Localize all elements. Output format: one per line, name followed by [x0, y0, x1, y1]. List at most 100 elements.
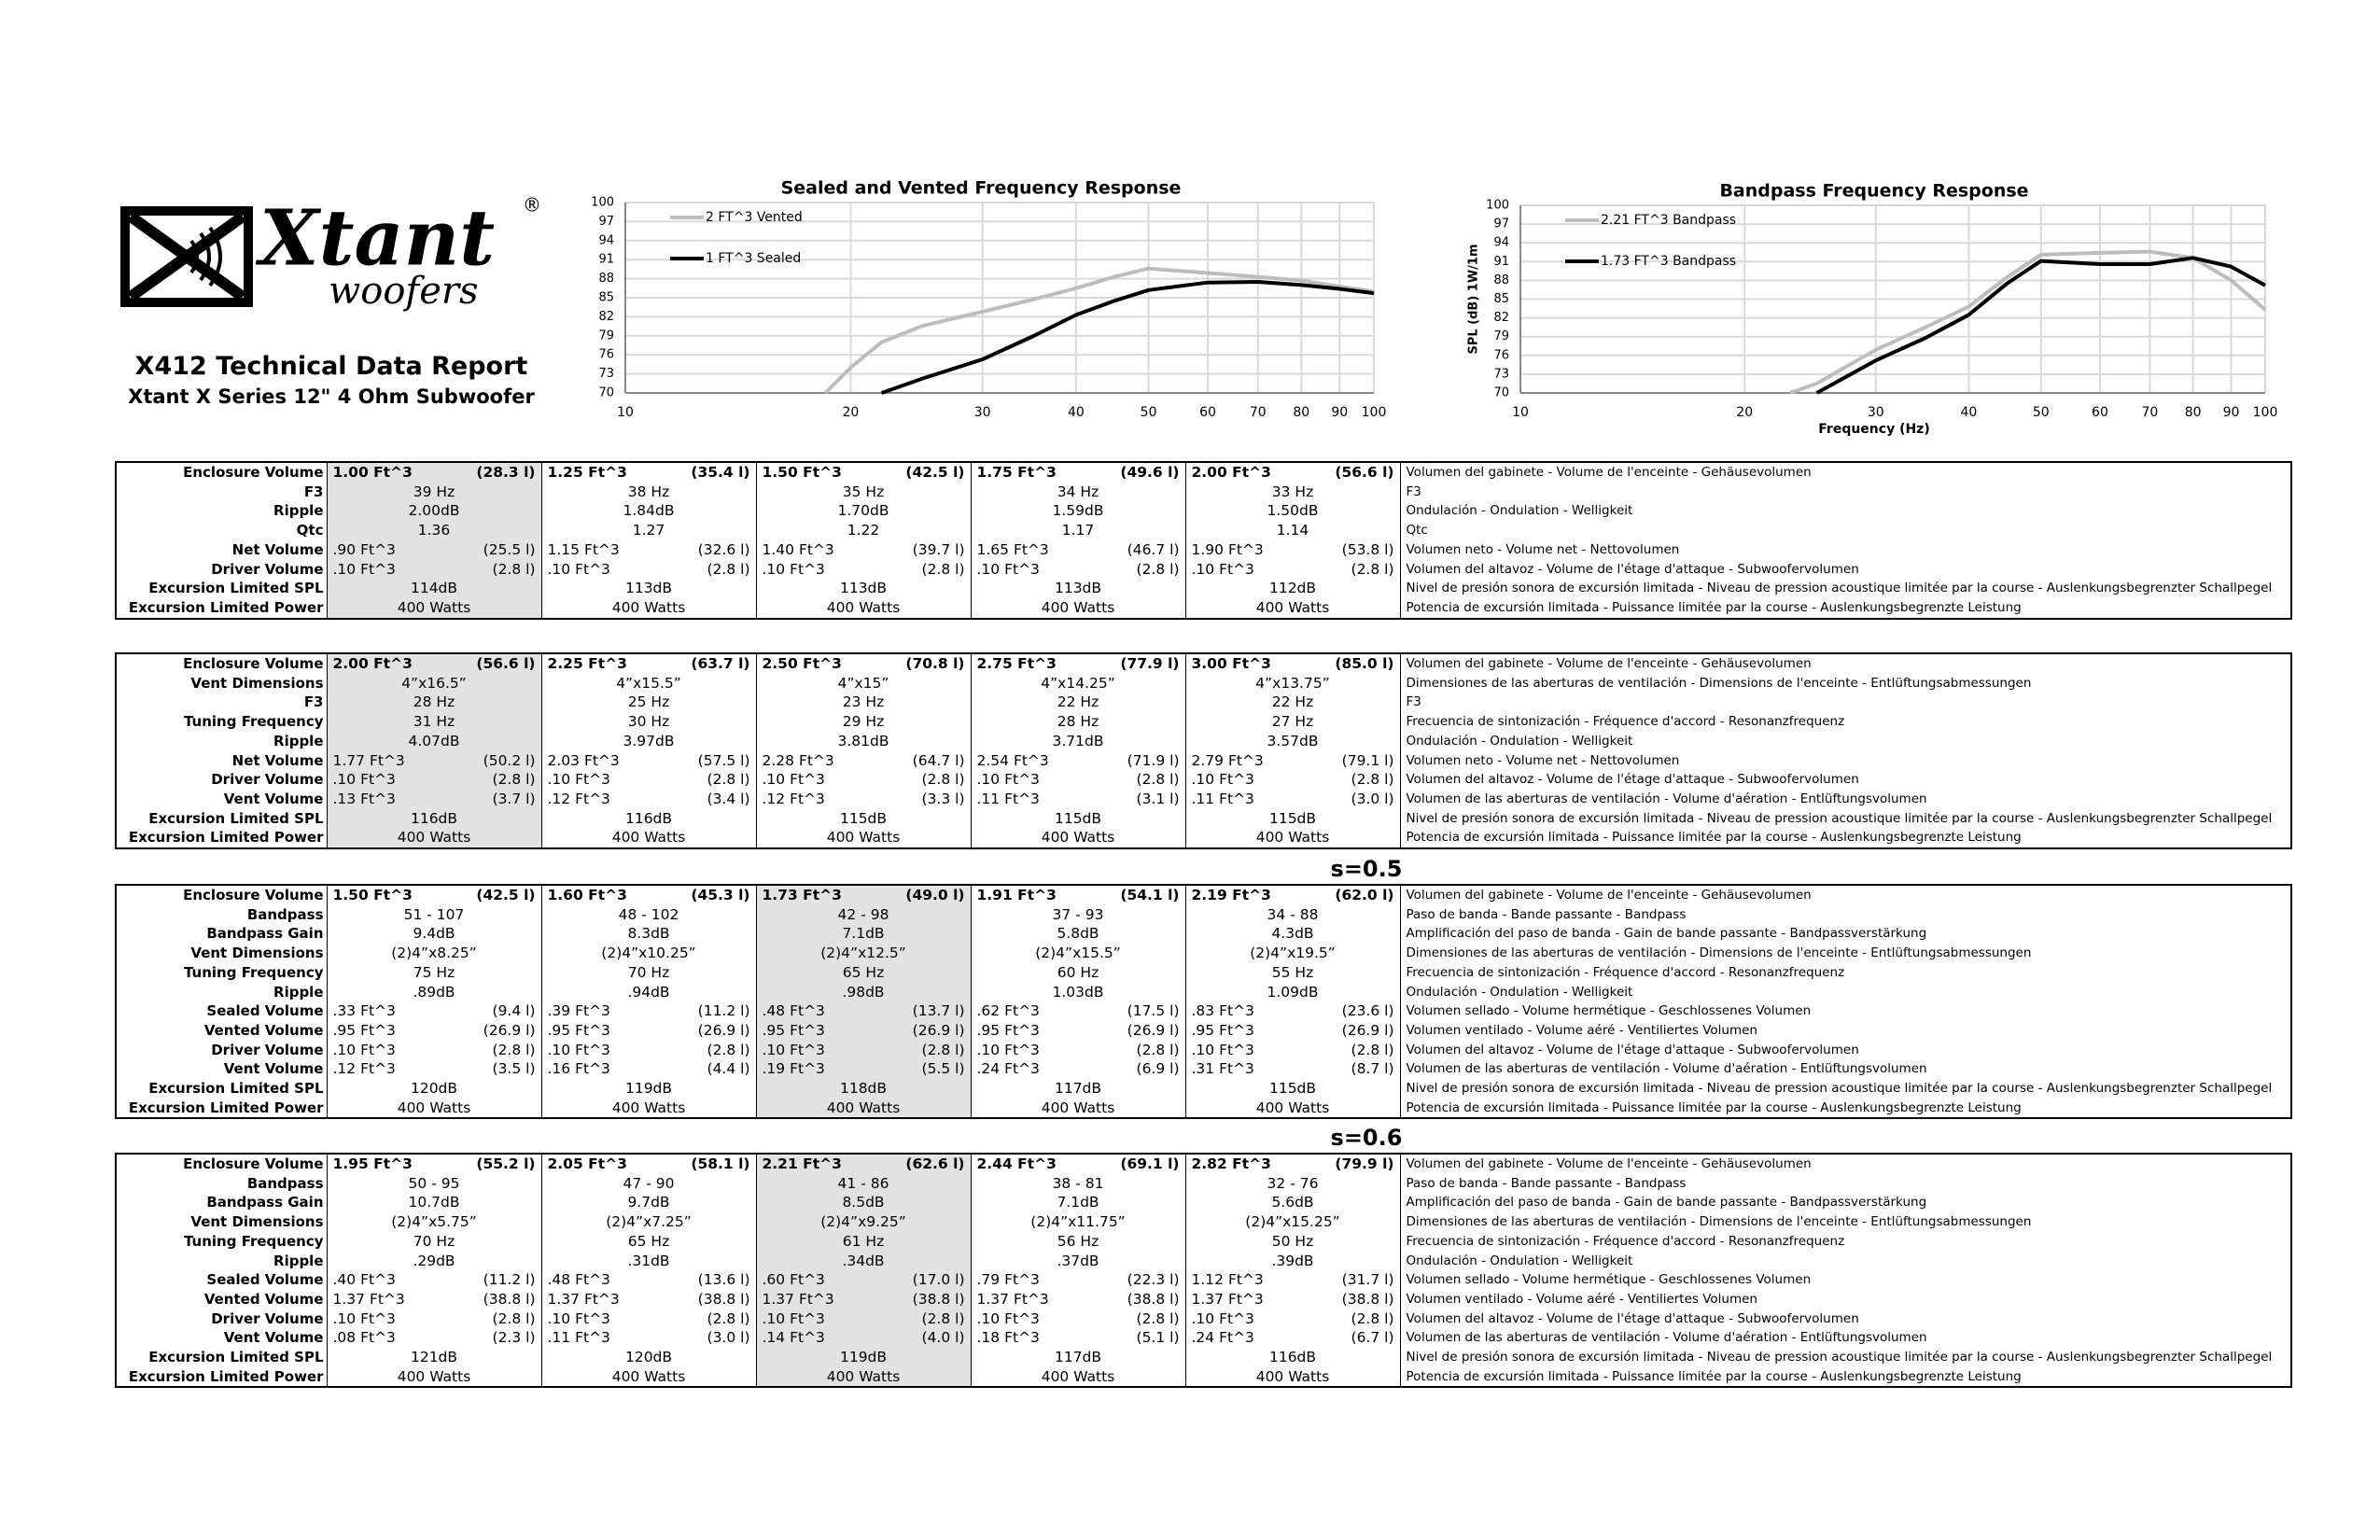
legend-label: 1 FT^3 Sealed	[706, 251, 801, 266]
cell-value: (49.0 l)	[905, 887, 965, 903]
cell-pair: 2.25 Ft^3 (63.7 l)	[548, 654, 750, 674]
y-tick-label: 97	[1493, 217, 1509, 231]
cell-value: .18 Ft^3	[976, 1329, 1040, 1347]
table-row: Vented Volume .95 Ft^3 (26.9 l) .95 Ft^3 (26…	[116, 1020, 2291, 1041]
cell-value: 400 Watts	[1041, 598, 1115, 616]
y-tick-label: 88	[598, 272, 614, 286]
data-cell: 50 Hz	[1184, 1231, 1400, 1252]
cell-pair: .79 Ft^3 (22.3 l)	[977, 1270, 1180, 1290]
row-description: Dimensiones de las aberturas de ventilac…	[1399, 1212, 2291, 1232]
table-row: Bandpass Gain 10.7dB 9.7dB 8.5dB 7.1dB 5.6dB A…	[116, 1193, 2291, 1213]
cell-pair: 2.82 Ft^3 (79.9 l)	[1192, 1155, 1394, 1174]
cell-value: 1.15 Ft^3	[547, 540, 620, 558]
cell-value: (31.7 l)	[1341, 1271, 1394, 1289]
cell-value: .10 Ft^3	[976, 1309, 1040, 1327]
cell-value: 120dB	[624, 1349, 673, 1366]
data-cell: 400 Watts	[755, 597, 971, 619]
table-row: Tuning Frequency 31 Hz 30 Hz 29 Hz 28 Hz 27 H…	[116, 712, 2291, 732]
data-cell: 120dB	[540, 1348, 756, 1367]
cell-pair: .10 Ft^3 (2.8 l)	[763, 1041, 965, 1060]
data-cell: 1.70dB	[755, 501, 971, 522]
cell-pair: .95 Ft^3 (26.9 l)	[1192, 1021, 1394, 1041]
cell-value: 1.25 Ft^3	[547, 464, 627, 481]
data-cell: 1.09dB	[1184, 982, 1400, 1002]
data-cell: 7.1dB	[755, 924, 971, 945]
cell-value: (2.8 l)	[492, 771, 536, 789]
cell-value: 42 - 98	[837, 905, 889, 923]
data-cell: 1.50 Ft^3 (42.5 l)	[326, 885, 541, 905]
cell-value: (6.9 l)	[1136, 1060, 1180, 1078]
table-body: Enclosure Volume 1.00 Ft^3 (28.3 l) 1.25 Ft…	[116, 462, 2291, 619]
legend-label: 2.21 FT^3 Bandpass	[1601, 213, 1736, 228]
cell-pair: .18 Ft^3 (5.1 l)	[977, 1328, 1180, 1348]
report-subtitle: Xtant X Series 12" 4 Ohm Subwoofer	[128, 385, 535, 408]
cell-value: 55 Hz	[1271, 963, 1314, 981]
data-cell: 1.37 Ft^3 (38.8 l)	[970, 1289, 1185, 1309]
cell-value: 2.21 Ft^3	[762, 1155, 842, 1172]
data-cell: 61 Hz	[755, 1231, 971, 1252]
cell-value: 50 - 95	[408, 1174, 460, 1192]
cell-value: 400 Watts	[826, 829, 901, 847]
cell-value: 1.27	[632, 522, 665, 539]
cell-value: (38.8 l)	[912, 1290, 965, 1308]
row-description: Potencia de excursión limitada - Puissan…	[1399, 1366, 2291, 1388]
cell-value: 4.3dB	[1271, 925, 1314, 943]
cell-value: 1.17	[1061, 522, 1095, 539]
data-cell: 400 Watts	[970, 597, 1185, 619]
cell-pair: .10 Ft^3 (2.8 l)	[977, 1309, 1180, 1329]
cell-value: .12 Ft^3	[762, 790, 825, 807]
data-cell: 116dB	[540, 808, 756, 829]
data-cell: 2.50 Ft^3 (70.8 l)	[755, 653, 971, 674]
series-line	[823, 266, 1375, 395]
data-cell: .24 Ft^3 (6.7 l)	[1184, 1328, 1400, 1349]
data-cell: 31 Hz	[326, 712, 541, 732]
cell-value: 60 Hz	[1057, 963, 1099, 981]
table-row: Enclosure Volume 1.50 Ft^3 (42.5 l) 1.60 Ft…	[116, 885, 2291, 905]
data-cell: .95 Ft^3 (26.9 l)	[755, 1020, 971, 1041]
cell-pair: .16 Ft^3 (4.4 l)	[548, 1059, 750, 1079]
table-row: Excursion Limited Power 400 Watts 400 Watt…	[116, 1366, 2291, 1388]
cell-value: 120dB	[410, 1080, 458, 1098]
cell-value: 47 - 90	[623, 1174, 675, 1192]
cell-value: (2)4”x5.75”	[391, 1213, 477, 1231]
row-label: Enclosure Volume	[183, 887, 324, 903]
data-cell: .40 Ft^3 (11.2 l)	[326, 1270, 541, 1290]
cell-value: (77.9 l)	[1120, 655, 1180, 672]
data-cell: .95 Ft^3 (26.9 l)	[970, 1020, 1185, 1041]
data-cell: 2.75 Ft^3 (77.9 l)	[970, 653, 1185, 674]
data-cell: 34 Hz	[970, 482, 1185, 502]
data-cell: .10 Ft^3 (2.8 l)	[1184, 1309, 1400, 1329]
y-tick-label: 73	[598, 367, 614, 381]
cell-value: 2.00 Ft^3	[332, 655, 413, 672]
row-label: Excursion Limited SPL	[148, 1349, 324, 1366]
table-row: Sealed Volume .40 Ft^3 (11.2 l) .48 Ft^3 (13…	[116, 1270, 2291, 1290]
data-cell: .89dB	[326, 982, 541, 1002]
cell-value: 3.81dB	[837, 732, 889, 749]
data-cell: 400 Watts	[970, 1366, 1185, 1388]
cell-pair: .10 Ft^3 (2.8 l)	[763, 560, 965, 580]
row-label: Net Volume	[231, 540, 324, 558]
row-description: Volumen sellado - Volume hermétique - Ge…	[1399, 1270, 2291, 1290]
table-row: F3 39 Hz 38 Hz 35 Hz 34 Hz 33 Hz F3	[116, 482, 2291, 502]
row-description: Potencia de excursión limitada - Puissan…	[1399, 1098, 2291, 1119]
cell-value: (2.3 l)	[492, 1329, 536, 1347]
cell-value: 115dB	[839, 809, 888, 827]
cell-value: 1.84dB	[623, 502, 675, 520]
cell-value: (56.6 l)	[476, 655, 536, 672]
cell-pair: .19 Ft^3 (5.5 l)	[763, 1059, 965, 1079]
cell-pair: 1.95 Ft^3 (55.2 l)	[333, 1155, 536, 1174]
data-cell: 30 Hz	[540, 712, 756, 732]
cell-value: .31dB	[627, 1252, 670, 1269]
table-row: Driver Volume .10 Ft^3 (2.8 l) .10 Ft^3 (2.8…	[116, 1040, 2291, 1060]
row-description: Volumen de las aberturas de ventilación …	[1399, 1328, 2291, 1349]
data-cell: 400 Watts	[326, 597, 541, 619]
row-label: Tuning Frequency	[183, 963, 324, 981]
row-description: Paso de banda - Bande passante - Bandpas…	[1399, 904, 2291, 925]
cell-value: (42.5 l)	[476, 887, 536, 903]
data-cell: 120dB	[326, 1079, 541, 1099]
data-cell: 400 Watts	[540, 828, 756, 849]
cell-value: (22.3 l)	[1127, 1271, 1180, 1289]
table-row: Qtc 1.36 1.27 1.22 1.17 1.14 Qtc	[116, 521, 2291, 540]
cell-value: 400 Watts	[1255, 1367, 1330, 1385]
row-label: Excursion Limited Power	[128, 1099, 324, 1116]
